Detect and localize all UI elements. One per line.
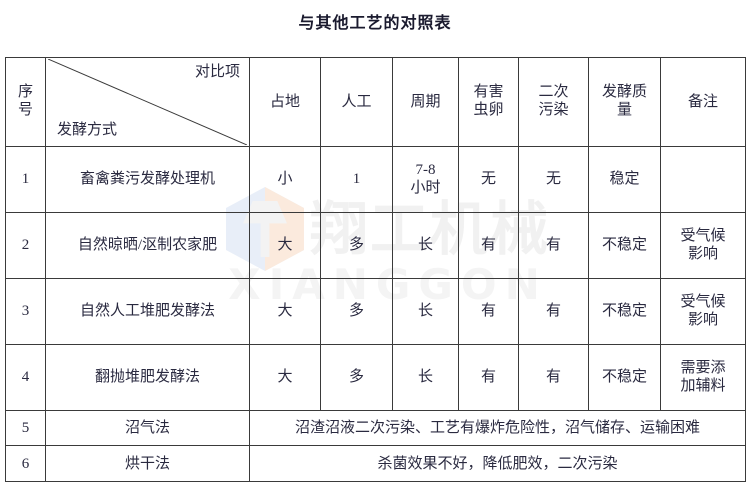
header-index-char: 序 <box>17 84 33 101</box>
table-row: 1 畜禽粪污发酵处理机小 1 7-8 小时无无稳定 <box>5 146 746 213</box>
table-body: 序号对比项 发酵方式 占地 人工 周期 有害 虫卵 二次 污染 发酵质量备注 1 畜禽粪污发酵处理机小… <box>5 57 746 482</box>
header-label-line: 量 <box>616 102 632 118</box>
header-label: 备注 <box>687 93 718 110</box>
row-remark-cell: 需要添 加辅料 <box>660 343 746 411</box>
row-labor-cell: 多 <box>320 277 393 345</box>
row-quality-cell: 稳定 <box>588 146 661 213</box>
table-row: 6 烘干法 杀菌效果不好，降低肥效，二次污染 <box>5 445 746 482</box>
header-ferment-method-label: 发酵方式 <box>57 121 118 138</box>
row-cycle-cell-line: 7-8 <box>415 162 436 179</box>
header-cell-index: 序号 <box>5 57 46 147</box>
row-pests-cell: 有 <box>458 277 519 345</box>
row-pests-cell: 有 <box>458 343 519 411</box>
header-label: 周期 <box>410 93 441 110</box>
row-remark-cell: 受气候 影响 <box>660 277 746 345</box>
table-header-row: 序号对比项 发酵方式 占地 人工 周期 有害 虫卵 二次 污染 发酵质量备注 <box>5 57 746 147</box>
row-index-cell: 5 <box>5 409 46 447</box>
table-row: 4 翻抛堆肥发酵法大多长有有不稳定 需要添 加辅料 <box>5 343 746 411</box>
header-cell-0: 占地 <box>249 57 321 147</box>
row-cycle-cell-line: 长 <box>417 369 433 386</box>
header-index-char: 号 <box>17 102 33 118</box>
row-method-cell: 畜禽粪污发酵处理机 <box>45 146 250 213</box>
header-label: 人工 <box>341 93 372 110</box>
header-cell-4: 二次 污染 <box>518 57 589 147</box>
row-index-cell: 2 <box>5 211 46 279</box>
row-labor-cell: 多 <box>320 343 393 411</box>
comparison-table-container: 序号对比项 发酵方式 占地 人工 周期 有害 虫卵 二次 污染 发酵质量备注 1 畜禽粪污发酵处理机小… <box>5 57 746 482</box>
row-pollution-cell: 有 <box>518 277 589 345</box>
row-remark-cell-line: 需要添 <box>680 360 726 377</box>
row-remark-cell-line: 影响 <box>687 246 718 263</box>
table-row: 5 沼气法 沼渣沼液二次污染、工艺有爆炸危险性，沼气储存、运输困难 <box>5 409 746 447</box>
header-cell-2: 周期 <box>392 57 459 147</box>
row-remark-cell <box>660 146 746 213</box>
row-cycle-cell-line: 长 <box>417 237 433 254</box>
header-cell-diagonal: 对比项发酵方式 <box>45 57 250 147</box>
row-method-cell: 自然晾晒/沤制农家肥 <box>45 211 250 279</box>
header-label-line: 污染 <box>538 102 569 118</box>
header-label-line: 二次 <box>538 84 569 101</box>
row-land-cell: 大 <box>249 343 321 411</box>
row-method-cell: 沼气法 <box>45 409 250 447</box>
header-compare-item-label: 对比项 <box>194 64 240 80</box>
diagonal-divider-line <box>48 59 247 145</box>
row-cycle-cell: 长 <box>392 211 459 279</box>
header-label-line: 虫卵 <box>473 102 504 118</box>
table-row: 2 自然晾晒/沤制农家肥大多长有有不稳定 受气候 影响 <box>5 211 746 279</box>
header-label-line: 发酵质 <box>601 84 647 101</box>
row-quality-cell: 不稳定 <box>588 211 661 279</box>
header-cell-5: 发酵质量 <box>588 57 661 147</box>
row-method-cell: 翻抛堆肥发酵法 <box>45 343 250 411</box>
row-method-cell: 烘干法 <box>45 445 250 482</box>
row-remark-cell-line: 加辅料 <box>680 378 726 395</box>
row-cycle-cell-line: 长 <box>417 303 433 320</box>
row-index-cell: 6 <box>5 445 46 482</box>
row-index-cell: 1 <box>5 146 46 213</box>
row-pests-cell: 无 <box>458 146 519 213</box>
comparison-table: 序号对比项 发酵方式 占地 人工 周期 有害 虫卵 二次 污染 发酵质量备注 1 畜禽粪污发酵处理机小… <box>5 57 746 482</box>
row-quality-cell: 不稳定 <box>588 277 661 345</box>
row-merged-note-cell: 杀菌效果不好，降低肥效，二次污染 <box>249 445 746 482</box>
header-label: 占地 <box>269 93 300 110</box>
row-index-cell: 4 <box>5 343 46 411</box>
row-remark-cell: 受气候 影响 <box>660 211 746 279</box>
row-method-cell: 自然人工堆肥发酵法 <box>45 277 250 345</box>
row-remark-cell-line: 影响 <box>687 312 718 329</box>
row-cycle-cell: 7-8 小时 <box>392 146 459 213</box>
row-land-cell: 大 <box>249 277 321 345</box>
table-row: 3 自然人工堆肥发酵法大多长有有不稳定 受气候 影响 <box>5 277 746 345</box>
header-cell-1: 人工 <box>320 57 393 147</box>
row-labor-cell: 多 <box>320 211 393 279</box>
header-cell-6: 备注 <box>660 57 746 147</box>
row-merged-note-cell: 沼渣沼液二次污染、工艺有爆炸危险性，沼气储存、运输困难 <box>249 409 746 447</box>
row-quality-cell: 不稳定 <box>588 343 661 411</box>
row-pests-cell: 有 <box>458 211 519 279</box>
row-land-cell: 大 <box>249 211 321 279</box>
row-pollution-cell: 有 <box>518 211 589 279</box>
row-index-cell: 3 <box>5 277 46 345</box>
row-cycle-cell: 长 <box>392 277 459 345</box>
header-label-line: 有害 <box>473 84 504 101</box>
page-title: 与其他工艺的对照表 <box>298 15 452 32</box>
row-cycle-cell: 长 <box>392 343 459 411</box>
row-pollution-cell: 无 <box>518 146 589 213</box>
row-remark-cell-line: 受气候 <box>680 228 726 245</box>
row-labor-cell: 1 <box>320 146 393 213</box>
row-cycle-cell-line: 小时 <box>410 180 441 197</box>
row-land-cell: 小 <box>249 146 321 213</box>
header-cell-3: 有害 虫卵 <box>458 57 519 147</box>
row-remark-cell-line: 受气候 <box>680 294 726 311</box>
row-pollution-cell: 有 <box>518 343 589 411</box>
